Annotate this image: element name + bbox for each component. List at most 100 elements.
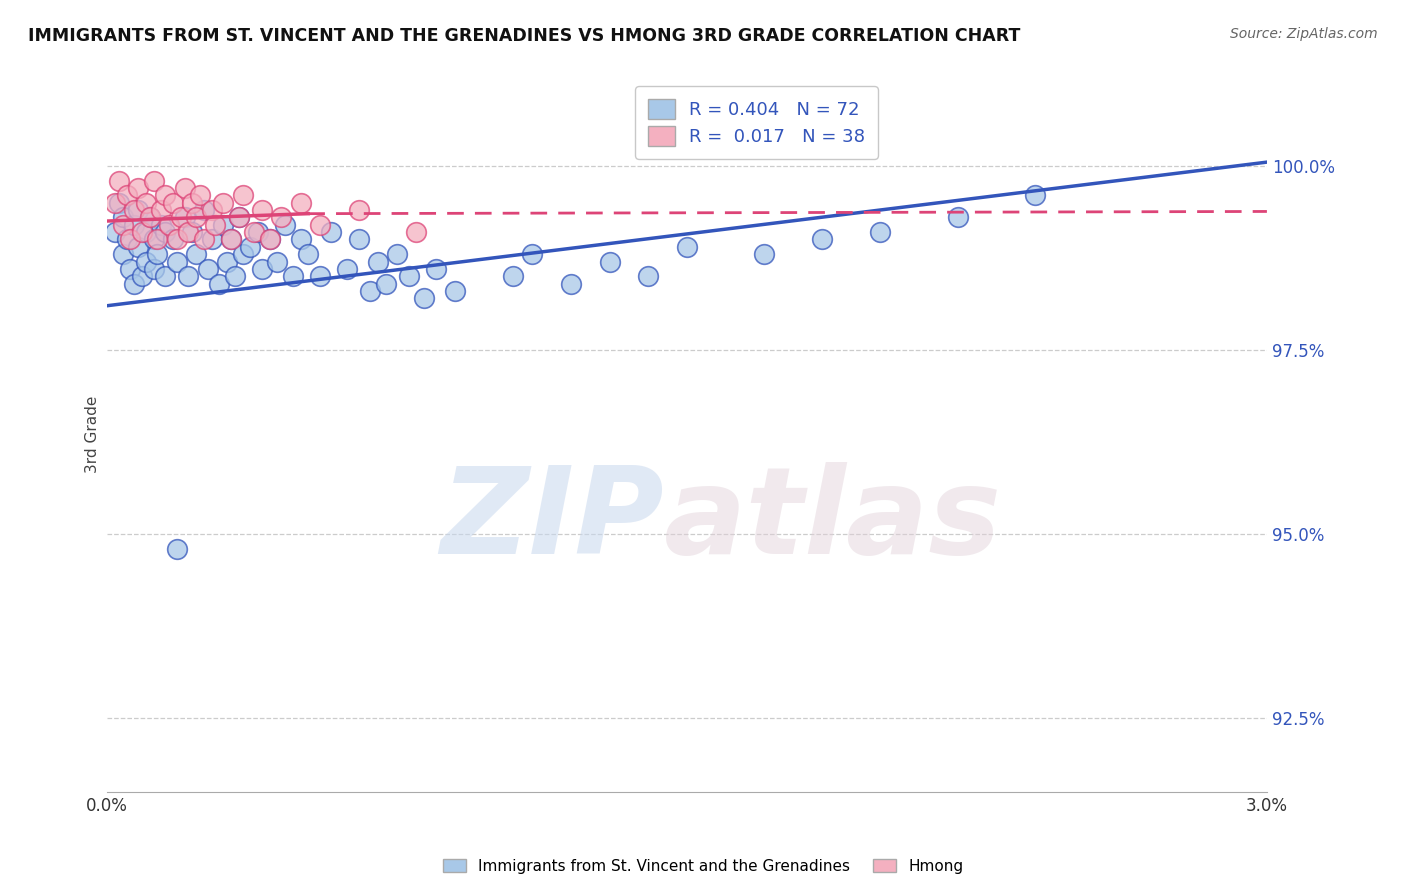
Point: [127, 181, 149, 195]
Point: [170, 211, 193, 225]
Point: [425, 261, 447, 276]
Point: [676, 240, 699, 254]
Point: [946, 211, 969, 225]
Point: [246, 225, 269, 239]
Point: [177, 225, 200, 239]
Point: [146, 232, 169, 246]
Point: [560, 277, 582, 291]
Point: [754, 247, 776, 261]
Point: [124, 218, 146, 232]
Point: [297, 247, 319, 261]
Point: [201, 202, 224, 217]
Point: [188, 188, 211, 202]
Point: [162, 195, 184, 210]
Point: [104, 225, 127, 239]
Point: [290, 232, 312, 246]
Y-axis label: 3rd Grade: 3rd Grade: [86, 396, 100, 474]
Point: [522, 247, 544, 261]
Point: [290, 195, 312, 210]
Point: [186, 247, 208, 261]
Point: [155, 225, 177, 239]
Point: [281, 269, 304, 284]
Point: [193, 232, 215, 246]
Point: [120, 261, 142, 276]
Point: [259, 232, 281, 246]
Point: [212, 195, 235, 210]
Point: [259, 232, 281, 246]
Point: [127, 240, 149, 254]
Point: [270, 211, 292, 225]
Point: [139, 211, 162, 225]
Point: [173, 211, 195, 225]
Point: [111, 211, 134, 225]
Point: [193, 202, 215, 217]
Point: [108, 173, 131, 187]
Point: [181, 195, 204, 210]
Point: [166, 541, 188, 556]
Point: [150, 218, 173, 232]
Point: [374, 277, 396, 291]
Point: [177, 269, 200, 284]
Point: [398, 269, 420, 284]
Point: [219, 232, 242, 246]
Point: [157, 218, 180, 232]
Point: [135, 225, 157, 239]
Point: [308, 269, 330, 284]
Point: [131, 269, 153, 284]
Point: [239, 240, 262, 254]
Point: [135, 254, 157, 268]
Point: [142, 173, 165, 187]
Text: Source: ZipAtlas.com: Source: ZipAtlas.com: [1230, 27, 1378, 41]
Point: [367, 254, 389, 268]
Point: [413, 291, 436, 305]
Point: [197, 261, 219, 276]
Point: [224, 269, 246, 284]
Point: [155, 269, 177, 284]
Point: [250, 261, 273, 276]
Point: [135, 195, 157, 210]
Point: [266, 254, 288, 268]
Point: [359, 284, 381, 298]
Point: [405, 225, 427, 239]
Point: [204, 218, 226, 232]
Point: [274, 218, 297, 232]
Point: [336, 261, 359, 276]
Point: [181, 225, 204, 239]
Point: [228, 211, 250, 225]
Point: [232, 247, 254, 261]
Point: [321, 225, 343, 239]
Point: [201, 232, 224, 246]
Text: atlas: atlas: [664, 462, 1002, 579]
Point: [162, 232, 184, 246]
Point: [208, 277, 231, 291]
Point: [127, 202, 149, 217]
Text: IMMIGRANTS FROM ST. VINCENT AND THE GRENADINES VS HMONG 3RD GRADE CORRELATION CH: IMMIGRANTS FROM ST. VINCENT AND THE GREN…: [28, 27, 1021, 45]
Point: [243, 225, 266, 239]
Point: [385, 247, 408, 261]
Point: [120, 232, 142, 246]
Point: [186, 211, 208, 225]
Legend: R = 0.404   N = 72, R =  0.017   N = 38: R = 0.404 N = 72, R = 0.017 N = 38: [636, 87, 879, 159]
Point: [444, 284, 467, 298]
Point: [108, 195, 131, 210]
Point: [811, 232, 834, 246]
Point: [637, 269, 659, 284]
Point: [142, 261, 165, 276]
Point: [166, 232, 188, 246]
Point: [250, 202, 273, 217]
Point: [228, 211, 250, 225]
Point: [599, 254, 621, 268]
Point: [212, 218, 235, 232]
Point: [111, 218, 134, 232]
Point: [308, 218, 330, 232]
Point: [502, 269, 524, 284]
Point: [146, 247, 169, 261]
Point: [124, 277, 146, 291]
Legend: Immigrants from St. Vincent and the Grenadines, Hmong: Immigrants from St. Vincent and the Gren…: [437, 853, 969, 880]
Text: ZIP: ZIP: [440, 462, 664, 579]
Point: [155, 188, 177, 202]
Point: [142, 232, 165, 246]
Point: [347, 232, 370, 246]
Point: [131, 225, 153, 239]
Point: [1024, 188, 1046, 202]
